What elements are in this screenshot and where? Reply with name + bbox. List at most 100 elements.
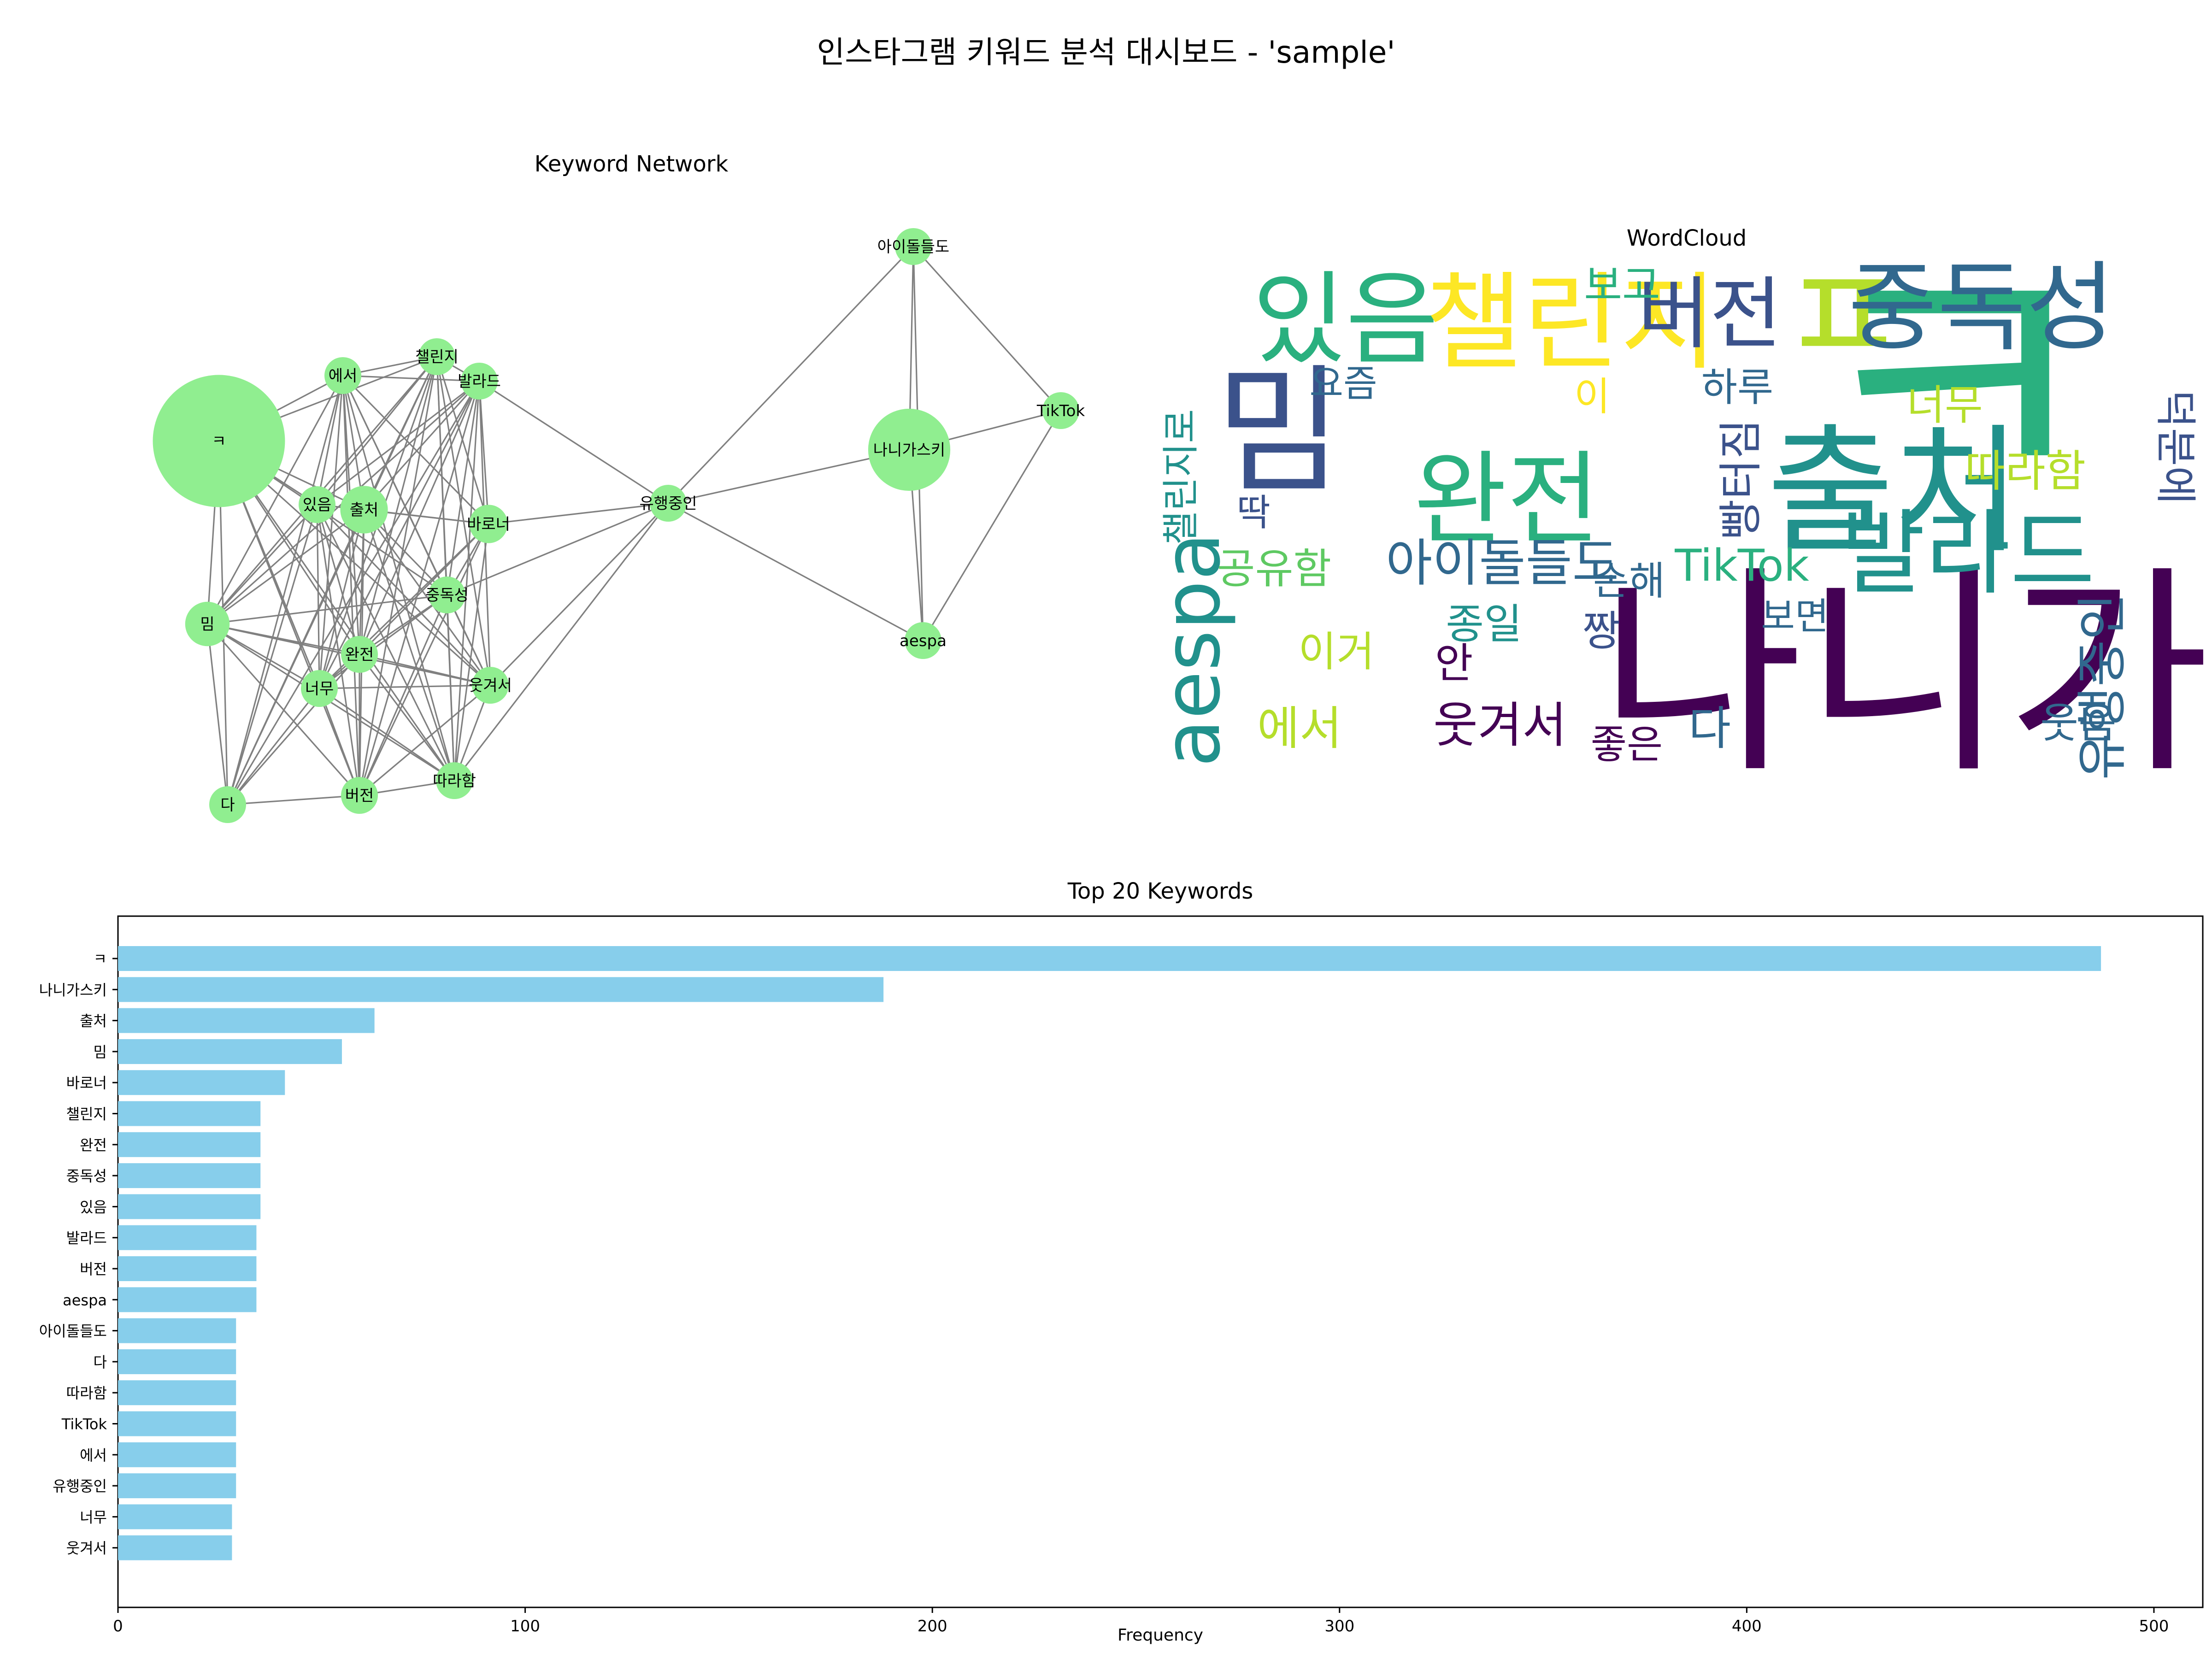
network-edge	[318, 381, 480, 689]
network-edge	[342, 375, 448, 595]
network-edge	[218, 441, 455, 781]
network-node-label: aespa	[900, 632, 947, 650]
y-tick-label: 중독성	[66, 1167, 107, 1185]
network-node[interactable]: 완전	[341, 636, 378, 673]
network-edge	[667, 246, 914, 504]
y-tick-label: aespa	[63, 1291, 107, 1309]
x-tick-label: 200	[918, 1617, 947, 1635]
y-tick-label: 발라드	[66, 1230, 107, 1247]
network-node[interactable]: 에서	[324, 357, 361, 394]
network-node-label: 바로너	[467, 515, 510, 534]
bar	[118, 946, 2101, 971]
bar	[118, 1163, 261, 1188]
network-node[interactable]: 챌린지	[415, 338, 459, 375]
x-tick-label: 400	[1732, 1617, 1762, 1635]
network-node-circle	[209, 786, 246, 823]
network-node[interactable]: 아이돌들도	[877, 228, 949, 265]
wordcloud-word: 챌린지로	[1159, 409, 1202, 545]
network-edge	[453, 524, 489, 781]
network-edge	[342, 375, 480, 382]
network-edge	[342, 375, 360, 796]
wordcloud-word: 유행중인	[2073, 594, 2132, 780]
network-edge	[319, 688, 455, 782]
network-node[interactable]: 웃겨서	[469, 667, 512, 704]
network-node[interactable]: TikTok	[1036, 392, 1085, 429]
network-edge	[317, 380, 480, 506]
network-node[interactable]: 중독성	[425, 577, 469, 613]
wordcloud-word: 버전	[1638, 269, 1782, 360]
bar	[118, 1008, 375, 1033]
network-node[interactable]: 너무	[301, 670, 338, 707]
network-edge	[227, 794, 360, 806]
network-node[interactable]: 출처	[340, 486, 388, 534]
network-node[interactable]: aespa	[900, 622, 947, 659]
network-node[interactable]: 밈	[185, 601, 230, 647]
network-node[interactable]: 버전	[341, 777, 378, 814]
network-node-circle	[905, 622, 941, 659]
wordcloud-word: 중독성	[1848, 251, 2115, 364]
y-tick-label: 너무	[80, 1508, 107, 1526]
network-node[interactable]: 유행중인	[639, 485, 697, 522]
network-node-circle	[895, 228, 932, 265]
network-node-circle	[418, 338, 455, 375]
wordcloud-word: 발라드	[1841, 500, 2095, 607]
network-edge	[436, 356, 448, 595]
network-edge	[363, 380, 480, 511]
network-node-label: 유행중인	[639, 494, 697, 513]
network-node-label: 에서	[329, 367, 358, 385]
x-tick-label: 0	[113, 1617, 123, 1635]
y-tick-label: 다	[94, 1353, 107, 1371]
network-node-circle	[301, 670, 338, 707]
network-node-label: 완전	[345, 646, 374, 664]
bar	[118, 1504, 232, 1530]
bar-series	[118, 946, 2101, 1560]
network-node-circle	[650, 485, 687, 522]
y-tick-label: 출처	[80, 1012, 107, 1030]
wordcloud-word: 출처	[1767, 411, 2021, 572]
network-edge	[227, 504, 318, 805]
network-node-circle	[341, 777, 378, 814]
x-axis-ticks: 0 100 200 300 400 500	[113, 1607, 2169, 1635]
network-edge	[359, 654, 455, 781]
network-node-circle	[153, 375, 285, 507]
network-edge	[227, 381, 480, 805]
network-edge	[227, 688, 320, 805]
wordcloud-word: 아이돌들도	[1386, 534, 1619, 593]
network-edge	[359, 594, 448, 796]
network-node[interactable]: 나니가스키	[868, 408, 951, 491]
wordcloud-word: 짱	[1583, 607, 1621, 655]
network-node[interactable]: 있음	[299, 486, 335, 523]
network-node[interactable]: 발라드	[458, 363, 501, 400]
bar	[118, 977, 884, 1002]
network-edge	[206, 375, 344, 624]
dashboard-title: 인스타그램 키워드 분석 대시보드 - 'sample'	[817, 35, 1395, 70]
x-tick-label: 300	[1324, 1617, 1354, 1635]
bar	[118, 1070, 285, 1095]
network-edge	[359, 381, 480, 796]
wordcloud-word: 완전	[1414, 441, 1600, 559]
wordcloud-word: 좋은	[1591, 722, 1663, 768]
network-node-circle	[429, 577, 465, 613]
y-tick-label: 유행중인	[53, 1477, 107, 1495]
network-edge	[489, 502, 669, 686]
network-edge	[359, 356, 438, 655]
bar	[118, 1039, 342, 1064]
y-tick-label: 에서	[80, 1447, 107, 1464]
wordcloud-word: TikTok	[1674, 541, 1809, 591]
bar	[118, 1473, 236, 1499]
bar	[118, 1535, 232, 1560]
network-edge	[453, 381, 480, 781]
network-edge	[479, 380, 669, 504]
network-node[interactable]: 다	[209, 786, 246, 823]
wordcloud-word: 공유함	[1217, 545, 1331, 593]
network-node[interactable]: 따라함	[433, 762, 476, 799]
wordcloud-word: 안	[1435, 639, 1473, 688]
network-node[interactable]: 바로너	[467, 505, 510, 543]
bar	[118, 1101, 261, 1126]
network-node[interactable]: ㅋ	[153, 375, 285, 507]
network-title: Keyword Network	[535, 151, 729, 177]
wordcloud-word: 보고	[1584, 261, 1660, 310]
wordcloud-word: aespa	[1147, 532, 1238, 767]
